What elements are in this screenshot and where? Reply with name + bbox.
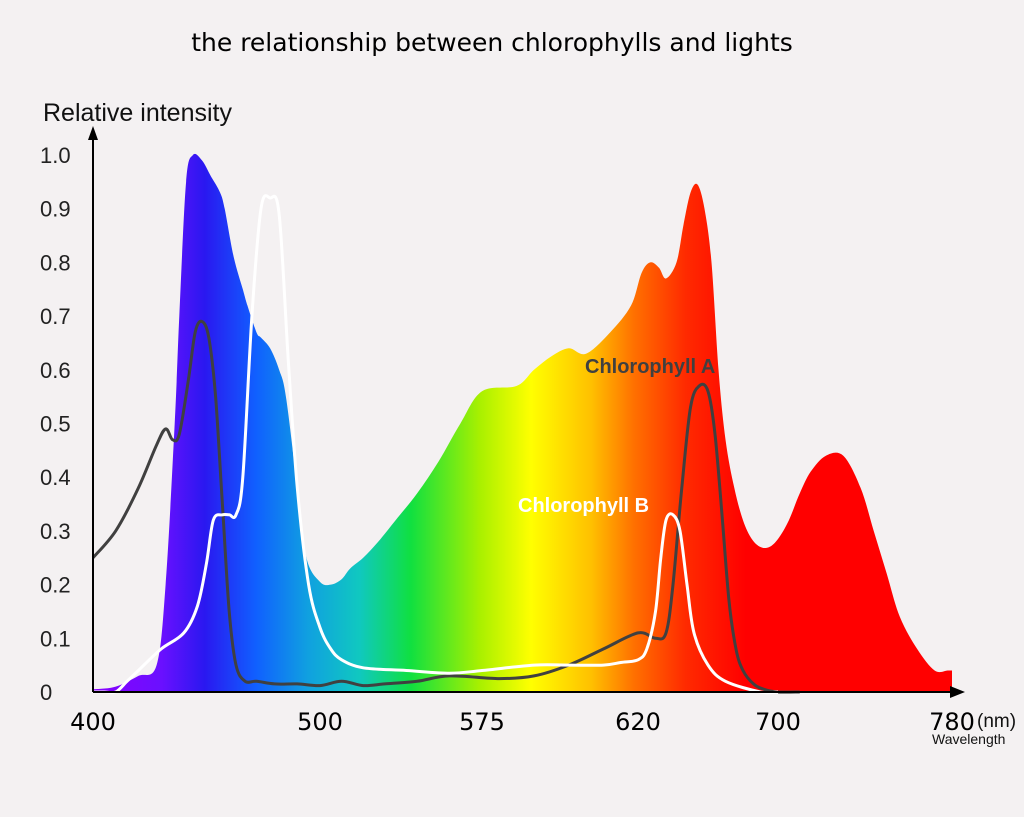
- y-tick-label: 0.6: [40, 358, 71, 383]
- y-tick-label: 0: [40, 680, 52, 705]
- y-tick-label: 0.9: [40, 197, 71, 222]
- y-tick-labels: 1.0 0.9 0.8 0.7 0.6 0.5 0.4 0.3 0.2 0.1 0: [40, 143, 71, 705]
- chlorophyll-a-line: [91, 319, 800, 694]
- chlorophyll-b-line: [93, 194, 779, 695]
- x-tick-label: 500: [297, 708, 343, 736]
- chart-title: the relationship between chlorophylls an…: [191, 28, 793, 57]
- chlorophyll-a-label: Chlorophyll A: [585, 356, 715, 378]
- y-tick-label: 1.0: [40, 143, 71, 168]
- x-axis-arrow: [950, 686, 965, 698]
- marks-layer: [91, 153, 952, 695]
- y-tick-label: 0.5: [40, 412, 71, 437]
- x-axis-label: Wavelength: [932, 731, 1005, 747]
- spectrum-area: [93, 153, 952, 693]
- y-tick-label: 0.3: [40, 519, 71, 544]
- y-axis-label: Relative intensity: [43, 99, 232, 127]
- x-tick-label: 620: [615, 708, 661, 736]
- y-tick-label: 0.8: [40, 250, 71, 275]
- y-tick-label: 0.4: [40, 465, 71, 490]
- x-tick-label: 700: [755, 708, 801, 736]
- x-axis-unit: (nm): [977, 711, 1016, 732]
- y-axis-arrow: [88, 126, 98, 140]
- x-tick-labels: 400 500 575 620 700 780: [70, 708, 975, 736]
- x-tick-label: 575: [459, 708, 505, 736]
- x-tick-label: 400: [70, 708, 116, 736]
- y-tick-label: 0.2: [40, 573, 71, 598]
- y-tick-label: 0.1: [40, 626, 71, 651]
- x-tick-label: 780: [929, 708, 975, 736]
- y-tick-label: 0.7: [40, 304, 71, 329]
- chlorophyll-b-label: Chlorophyll B: [518, 495, 649, 517]
